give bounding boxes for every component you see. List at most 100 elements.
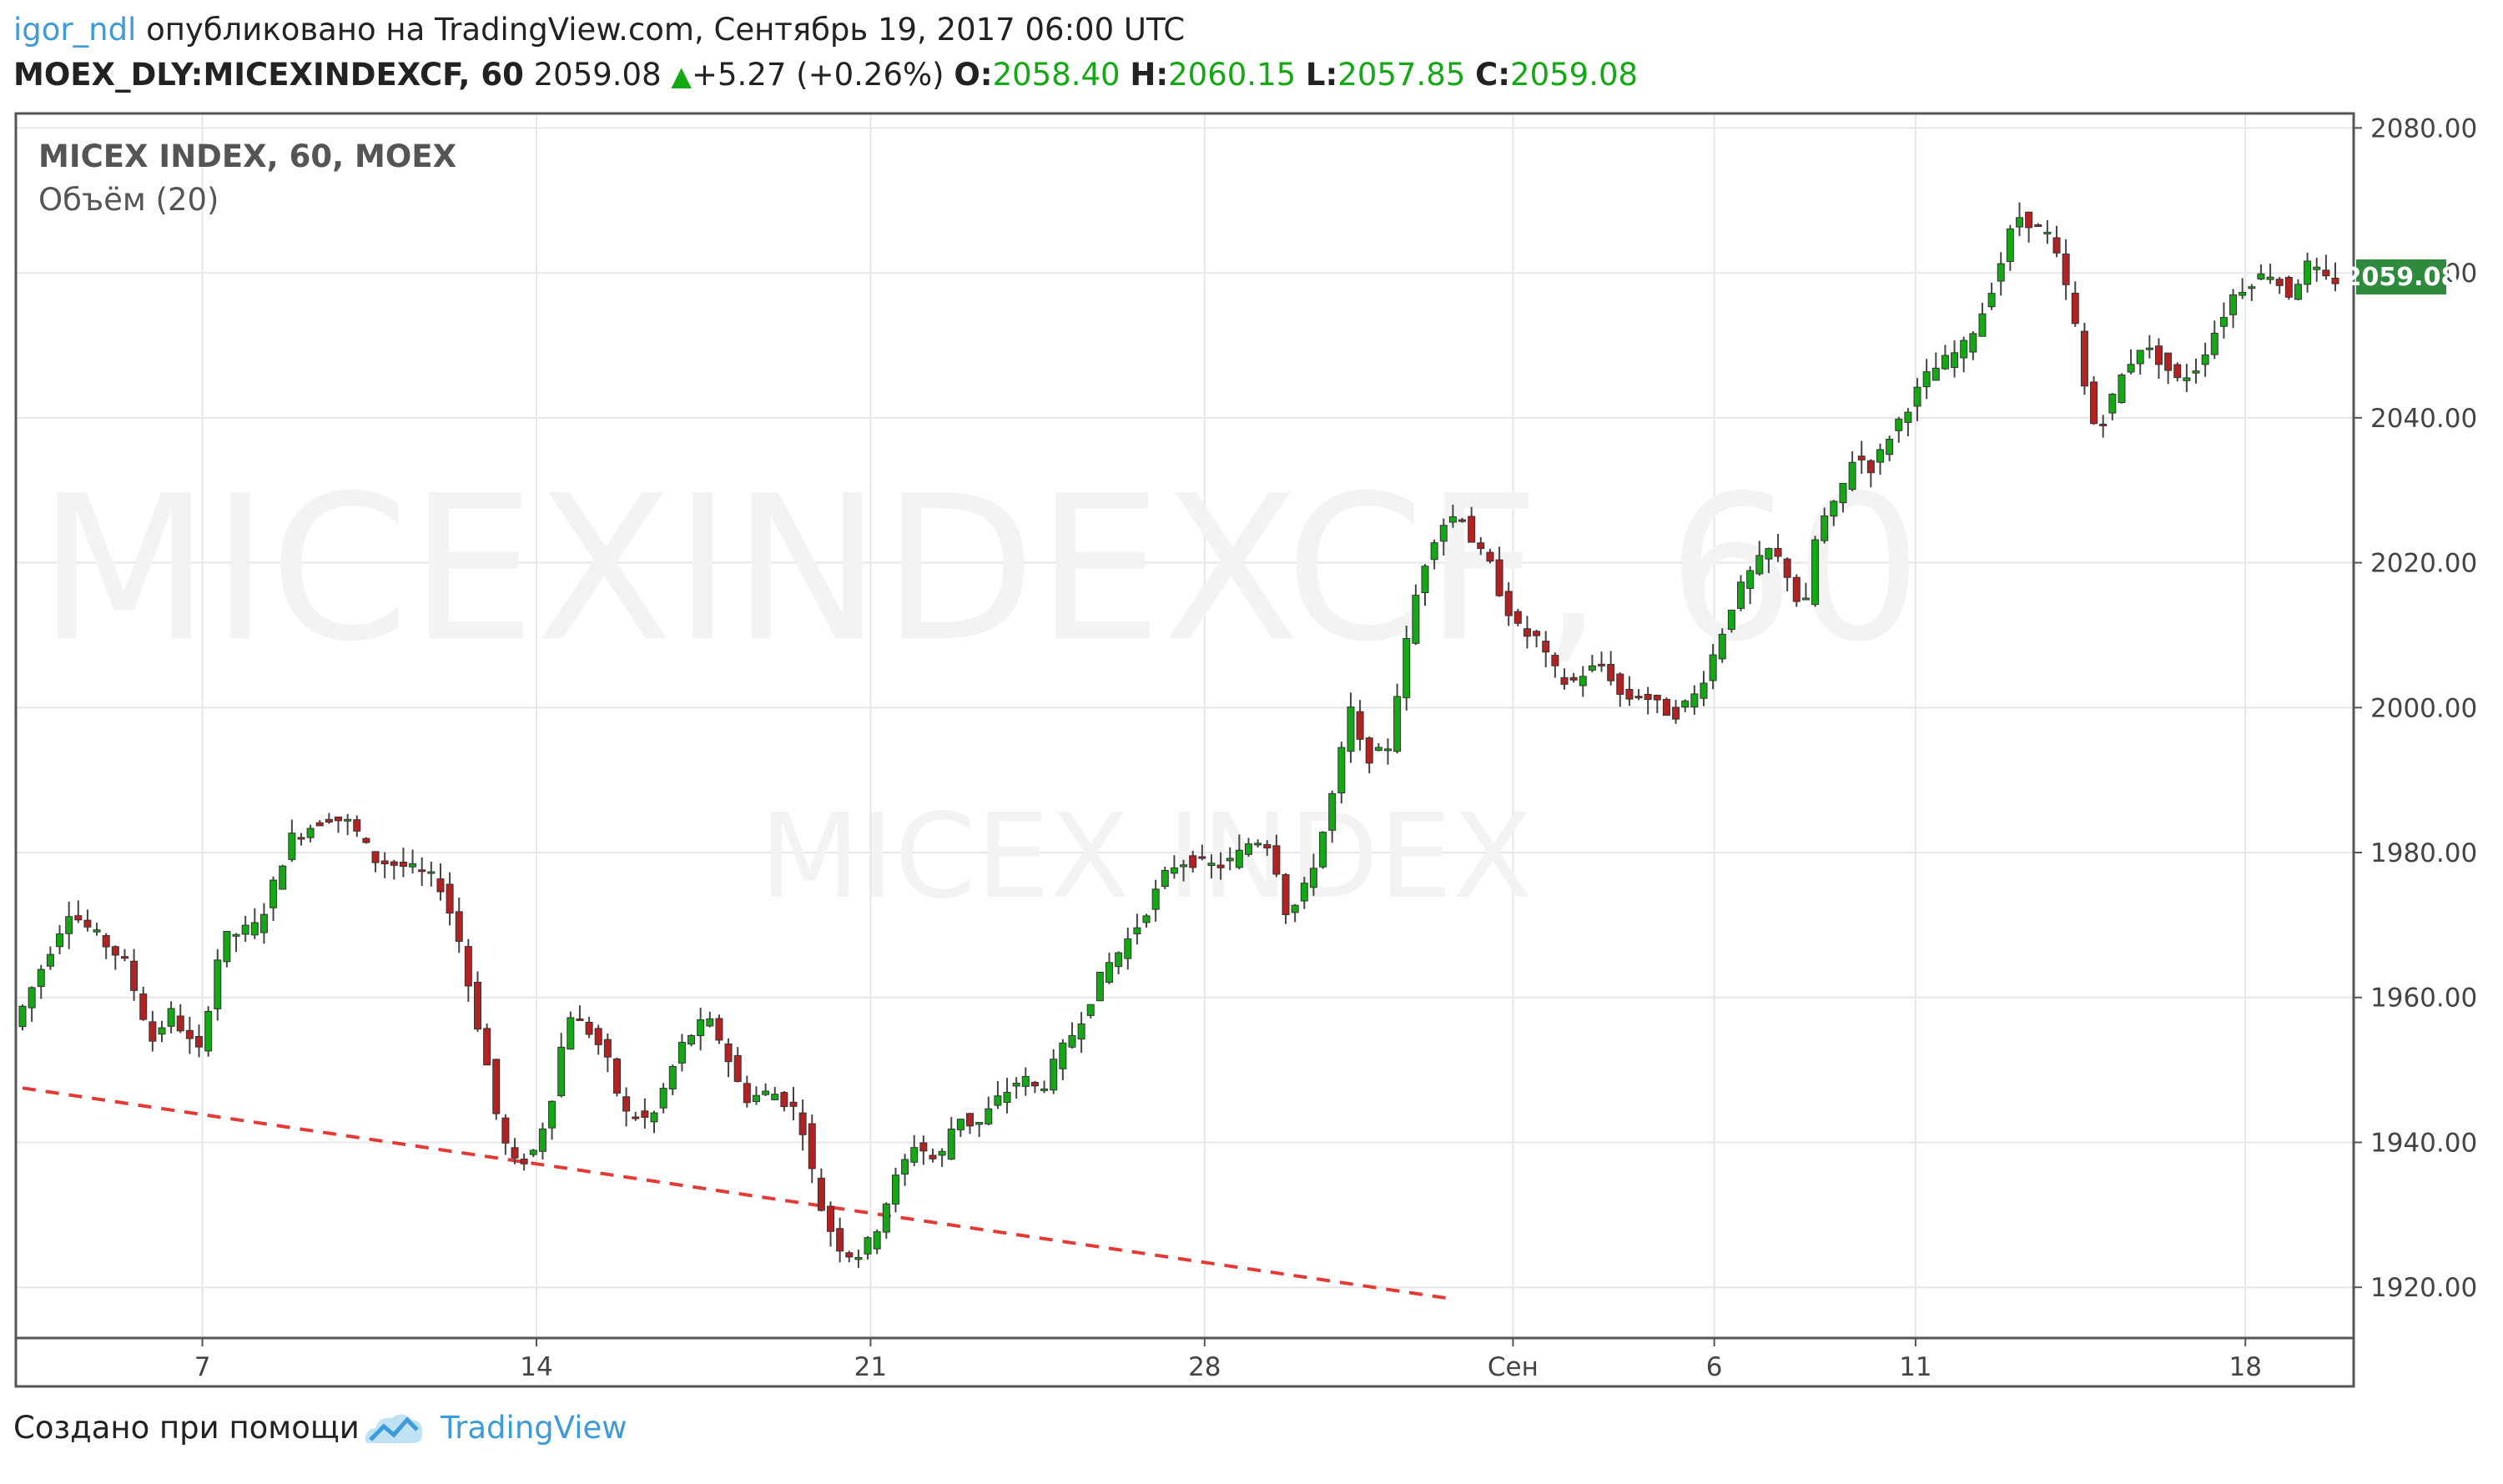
candle-up — [2043, 231, 2052, 234]
candle-down — [622, 1096, 631, 1112]
candle-up — [1040, 1088, 1049, 1091]
candle-up — [1690, 693, 1699, 708]
candle-down — [743, 1083, 751, 1104]
candle-down — [501, 1117, 510, 1144]
candle-up — [677, 1042, 686, 1064]
candle-up — [873, 1231, 881, 1250]
chart-grid — [16, 113, 2354, 1338]
candle-down — [176, 1015, 184, 1032]
candle-down — [1644, 693, 1652, 700]
candle-up — [241, 924, 249, 935]
candle-up — [2183, 377, 2191, 381]
tradingview-link[interactable]: TradingView — [441, 1410, 627, 1446]
trend-line[interactable] — [22, 1086, 1448, 1300]
candle-down — [74, 915, 83, 921]
time-axis[interactable]: 7 14 21 28 Сен 6 11 18 — [194, 1338, 2262, 1382]
created-with-text: Создано при помощи — [13, 1410, 360, 1446]
candle-up — [28, 987, 36, 1009]
candle-down — [436, 878, 445, 893]
candle-up — [1244, 843, 1252, 855]
candle-down — [195, 1036, 204, 1048]
candle-down — [808, 1123, 816, 1170]
low-label: L: — [1305, 57, 1338, 93]
tradingview-logo-icon[interactable] — [360, 1405, 427, 1451]
candle-up — [18, 1005, 27, 1028]
candle-down — [845, 1252, 854, 1258]
candle-down — [1216, 864, 1225, 868]
candle-down — [2052, 237, 2061, 254]
candle-down — [362, 838, 370, 843]
candle-up — [344, 818, 352, 822]
candle-down — [1533, 631, 1541, 636]
candle-up — [752, 1094, 760, 1102]
candle-up — [2266, 276, 2274, 280]
candle-up — [1412, 595, 1420, 644]
candle-up — [864, 1237, 872, 1255]
candle-down — [817, 1177, 825, 1211]
candle-down — [111, 946, 119, 956]
candle-up — [1718, 633, 1726, 660]
candle-down — [483, 1028, 491, 1066]
candle-up — [2127, 364, 2135, 373]
candle-up — [771, 1094, 779, 1100]
candle-up — [1068, 1035, 1076, 1048]
candle-up — [1737, 581, 1745, 609]
candle-up — [1403, 637, 1411, 698]
author-link[interactable]: igor_ndl — [13, 12, 137, 48]
candle-up — [668, 1065, 677, 1089]
candle-down — [966, 1113, 975, 1127]
candle-down — [1272, 845, 1281, 875]
candle-down — [919, 1142, 928, 1152]
candle-down — [1551, 655, 1559, 667]
candle-down — [1458, 519, 1467, 522]
candle-down — [380, 860, 389, 864]
candle-down — [594, 1028, 602, 1045]
candle-up — [1709, 654, 1717, 682]
low-value: 2057.85 — [1337, 57, 1466, 93]
candle-down — [1625, 688, 1634, 700]
candle-up — [557, 1046, 566, 1097]
candle-down — [585, 1022, 593, 1035]
candle-up — [1579, 676, 1587, 687]
candle-down — [715, 1018, 723, 1041]
candle-up — [232, 933, 240, 937]
candle-up — [1421, 566, 1429, 594]
candle-up — [1997, 263, 2005, 282]
candle-up — [2118, 374, 2126, 404]
candle-up — [204, 1010, 213, 1052]
y-tick-label: 1940.00 — [2370, 1128, 2477, 1158]
candle-up — [1951, 352, 1959, 369]
candle-up — [1904, 411, 1912, 423]
candle-up — [1700, 682, 1708, 699]
candle-up — [1811, 539, 1820, 606]
legend-volume: Объём (20) — [38, 182, 219, 218]
candle-up — [697, 1019, 705, 1037]
candle-up — [1180, 864, 1188, 868]
y-tick-label: 2000.00 — [2370, 693, 2477, 723]
candle-down — [83, 919, 92, 928]
candle-down — [399, 862, 407, 868]
candle-up — [1969, 333, 1977, 353]
candle-up — [93, 929, 101, 933]
candle-down — [390, 861, 398, 866]
candle-up — [1226, 858, 1234, 862]
candle-up — [1987, 293, 1996, 308]
y-tick-label: 2040.00 — [2370, 404, 2477, 434]
price-axis[interactable]: 1920.00 1940.00 1960.00 1980.00 2000.00 2020.… — [2354, 113, 2477, 1303]
candle-down — [1607, 663, 1615, 682]
candle-up — [882, 1203, 890, 1233]
candle-down — [1486, 551, 1494, 562]
candle-up — [279, 865, 287, 890]
candle-down — [1282, 874, 1290, 916]
candle-down — [473, 981, 481, 1030]
candle-down — [1198, 856, 1206, 859]
candle-down — [1616, 673, 1624, 695]
candle-up — [56, 933, 64, 948]
candle-up — [2015, 217, 2023, 228]
candle-up — [306, 828, 315, 838]
candle-up — [1319, 832, 1327, 868]
candle-down — [2275, 279, 2284, 286]
candle-down — [1542, 641, 1550, 653]
candle-up — [167, 1008, 175, 1027]
